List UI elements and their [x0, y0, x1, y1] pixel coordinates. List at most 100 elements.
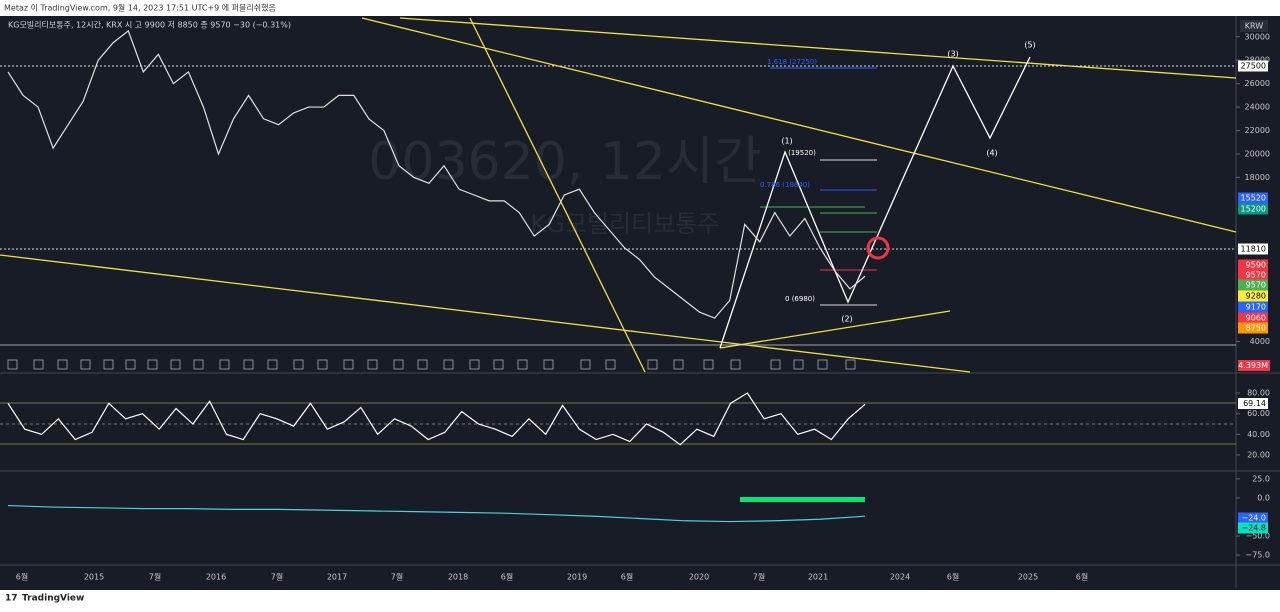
watermark: KG모빌리티보통주	[531, 210, 720, 238]
event-marker	[125, 359, 136, 370]
fib-label: (19520)	[788, 149, 816, 157]
event-marker	[147, 359, 158, 370]
event-marker	[317, 359, 328, 370]
time-label: 6월	[1076, 572, 1088, 582]
price-tag	[1238, 60, 1268, 72]
event-marker	[817, 359, 828, 370]
event-marker	[57, 359, 68, 370]
fib-label: 0 (6980)	[785, 295, 815, 303]
event-marker	[243, 359, 254, 370]
price-tag-label: 9590	[1246, 261, 1266, 270]
footer-logo: TradingView	[22, 594, 84, 604]
time-label: 2024	[890, 573, 910, 582]
time-label: 6월	[621, 572, 633, 582]
event-marker	[845, 359, 856, 370]
price-tag	[1238, 322, 1268, 334]
series-line	[7, 29, 866, 319]
header-bar	[0, 0, 1280, 16]
time-label: 2018	[448, 573, 468, 582]
event-marker	[443, 359, 454, 370]
time-label: 2021	[808, 573, 828, 582]
price-tag-label: 15520	[1241, 194, 1266, 203]
event-marker	[605, 359, 616, 370]
fib-label: 0.786 (18640)	[760, 181, 810, 189]
series-line	[7, 504, 866, 523]
series-line	[7, 392, 866, 446]
price-tag-label: 9170	[1246, 303, 1266, 312]
time-label: 6월	[947, 572, 959, 582]
trend-lines	[0, 17, 1237, 373]
y-tick-label: 0.0	[1257, 493, 1270, 502]
wave-label: (3)	[947, 50, 958, 59]
price-tag-label: 9060	[1246, 314, 1266, 323]
event-marker	[367, 359, 378, 370]
time-label: 7월	[149, 572, 161, 582]
price-tag	[1238, 312, 1268, 324]
y-tick-label: 25.0	[1252, 474, 1270, 483]
price-tag	[1238, 203, 1268, 215]
event-marker	[267, 359, 278, 370]
price-tag-label: 15200	[1241, 205, 1266, 214]
rsi-tag-label: 69.14	[1243, 399, 1266, 408]
fib-levels	[760, 67, 877, 306]
event-marker	[417, 359, 428, 370]
y-tick-label: 40.00	[1247, 430, 1270, 439]
event-marker	[580, 359, 591, 370]
price-tag-label: 27500	[1241, 62, 1266, 71]
price-tag	[1238, 269, 1268, 281]
y-tick-label: −50.0	[1245, 532, 1270, 541]
osc-tag-label: −24.0	[1241, 514, 1266, 523]
event-marker	[33, 359, 44, 370]
price-tag-label: 11810	[1241, 245, 1266, 254]
wave-label: (1)	[781, 137, 792, 146]
time-label: 2025	[1018, 573, 1038, 582]
event-marker	[293, 359, 304, 370]
time-label: 7월	[271, 572, 283, 582]
volume-tag	[1238, 360, 1270, 371]
event-marker	[730, 359, 741, 370]
event-marker	[103, 359, 114, 370]
event-marker	[170, 359, 181, 370]
time-label: 2016	[206, 573, 226, 582]
event-marker	[343, 359, 354, 370]
price-tag	[1238, 290, 1268, 302]
wave-path	[719, 56, 1031, 349]
event-marker	[703, 359, 714, 370]
header-text: Metaz 이 TradingView.com, 9월 14, 2023 17:…	[4, 3, 276, 13]
event-marker	[673, 359, 684, 370]
time-label: 6월	[16, 572, 28, 582]
logo-icon: 17	[5, 594, 18, 604]
event-marker	[770, 359, 781, 370]
symbol-info: KG모빌리티보통주, 12시간, KRX 시 고 9900 저 8850 종 9…	[8, 20, 291, 30]
time-label: 7월	[753, 572, 765, 582]
y-tick-label: 30000	[1245, 32, 1270, 41]
y-tick-label: 24000	[1245, 103, 1270, 112]
currency-box	[1240, 20, 1268, 32]
event-marker	[543, 359, 554, 370]
event-marker	[219, 359, 230, 370]
time-label: 2020	[689, 573, 709, 582]
watermark: 003620, 12시간	[368, 132, 761, 192]
highlight-circle	[866, 236, 890, 260]
time-label: 2017	[327, 573, 347, 582]
price-tag	[1238, 192, 1268, 204]
y-tick-label: 22000	[1245, 126, 1270, 135]
event-marker	[7, 359, 18, 370]
fib-label: 1.618 (27250)	[767, 58, 817, 66]
event-marker	[193, 359, 204, 370]
event-marker	[80, 359, 91, 370]
time-label: 7월	[391, 572, 403, 582]
rsi-tag	[1238, 398, 1268, 409]
chart-background	[0, 16, 1280, 590]
footer-bar	[0, 590, 1280, 608]
y-tick-label: 60.00	[1247, 409, 1270, 418]
price-tag-label: 9570	[1246, 281, 1266, 290]
currency: KRW	[1245, 22, 1263, 31]
price-tag-label: 9570	[1246, 271, 1266, 280]
price-tag-label: 9280	[1246, 292, 1266, 301]
time-label: 6월	[501, 572, 513, 582]
time-label: 2015	[84, 573, 104, 582]
osc-tag-label: −24.8	[1241, 524, 1266, 533]
osc-tag	[1238, 512, 1268, 524]
